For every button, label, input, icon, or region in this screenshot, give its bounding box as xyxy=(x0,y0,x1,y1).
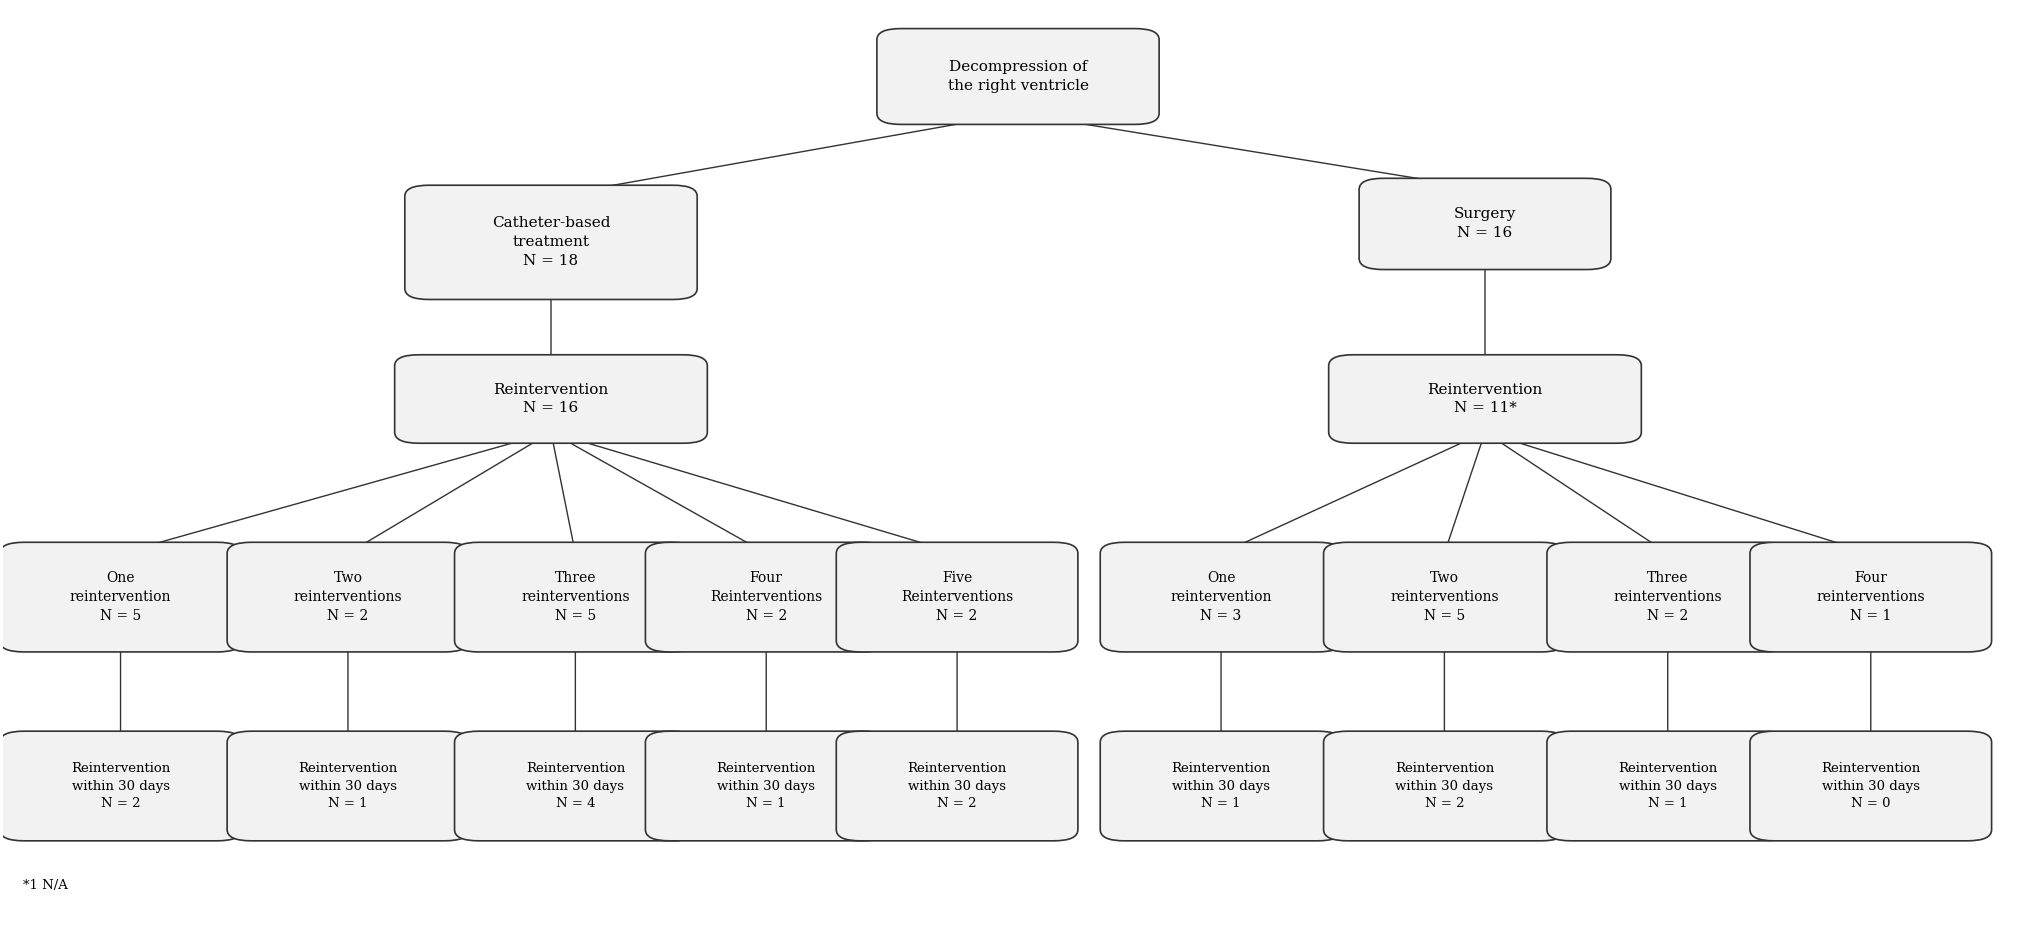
FancyBboxPatch shape xyxy=(1099,731,1342,841)
Text: Reintervention
within 30 days
N = 1: Reintervention within 30 days N = 1 xyxy=(299,762,397,810)
Text: One
reintervention
N = 5: One reintervention N = 5 xyxy=(69,571,171,623)
Text: One
reintervention
N = 3: One reintervention N = 3 xyxy=(1171,571,1272,623)
Text: Three
reinterventions
N = 2: Three reinterventions N = 2 xyxy=(1613,571,1722,623)
Text: Decompression of
the right ventricle: Decompression of the right ventricle xyxy=(947,60,1089,93)
FancyBboxPatch shape xyxy=(1360,178,1610,270)
FancyBboxPatch shape xyxy=(1751,731,1991,841)
FancyBboxPatch shape xyxy=(228,542,468,652)
Text: Reintervention
within 30 days
N = 4: Reintervention within 30 days N = 4 xyxy=(525,762,625,810)
FancyBboxPatch shape xyxy=(228,731,468,841)
FancyBboxPatch shape xyxy=(837,731,1077,841)
FancyBboxPatch shape xyxy=(1751,542,1991,652)
FancyBboxPatch shape xyxy=(1099,542,1342,652)
Text: Catheter-based
treatment
N = 18: Catheter-based treatment N = 18 xyxy=(493,216,611,268)
FancyBboxPatch shape xyxy=(878,29,1158,124)
Text: Four
Reinterventions
N = 2: Four Reinterventions N = 2 xyxy=(711,571,823,623)
FancyBboxPatch shape xyxy=(1330,355,1641,443)
Text: Three
reinterventions
N = 5: Three reinterventions N = 5 xyxy=(521,571,629,623)
FancyBboxPatch shape xyxy=(1323,731,1566,841)
FancyBboxPatch shape xyxy=(1547,731,1788,841)
Text: Reintervention
N = 11*: Reintervention N = 11* xyxy=(1427,383,1543,415)
FancyBboxPatch shape xyxy=(1547,542,1788,652)
Text: Reintervention
within 30 days
N = 2: Reintervention within 30 days N = 2 xyxy=(908,762,1006,810)
Text: Two
reinterventions
N = 5: Two reinterventions N = 5 xyxy=(1391,571,1498,623)
FancyBboxPatch shape xyxy=(0,731,242,841)
FancyBboxPatch shape xyxy=(454,542,696,652)
Text: Reintervention
within 30 days
N = 1: Reintervention within 30 days N = 1 xyxy=(1171,762,1270,810)
FancyBboxPatch shape xyxy=(454,731,696,841)
Text: Surgery
N = 16: Surgery N = 16 xyxy=(1454,208,1517,240)
Text: Two
reinterventions
N = 2: Two reinterventions N = 2 xyxy=(293,571,403,623)
Text: Reintervention
within 30 days
N = 2: Reintervention within 30 days N = 2 xyxy=(1395,762,1494,810)
FancyBboxPatch shape xyxy=(1323,542,1566,652)
FancyBboxPatch shape xyxy=(645,542,888,652)
Text: Reintervention
N = 16: Reintervention N = 16 xyxy=(493,383,609,415)
FancyBboxPatch shape xyxy=(645,731,888,841)
FancyBboxPatch shape xyxy=(395,355,706,443)
Text: Reintervention
within 30 days
N = 0: Reintervention within 30 days N = 0 xyxy=(1820,762,1920,810)
FancyBboxPatch shape xyxy=(0,542,242,652)
FancyBboxPatch shape xyxy=(405,185,696,299)
FancyBboxPatch shape xyxy=(837,542,1077,652)
Text: Reintervention
within 30 days
N = 1: Reintervention within 30 days N = 1 xyxy=(717,762,816,810)
Text: Five
Reinterventions
N = 2: Five Reinterventions N = 2 xyxy=(902,571,1014,623)
Text: Four
reinterventions
N = 1: Four reinterventions N = 1 xyxy=(1816,571,1926,623)
Text: Reintervention
within 30 days
N = 1: Reintervention within 30 days N = 1 xyxy=(1619,762,1718,810)
Text: Reintervention
within 30 days
N = 2: Reintervention within 30 days N = 2 xyxy=(71,762,171,810)
Text: *1 N/A: *1 N/A xyxy=(22,879,67,892)
